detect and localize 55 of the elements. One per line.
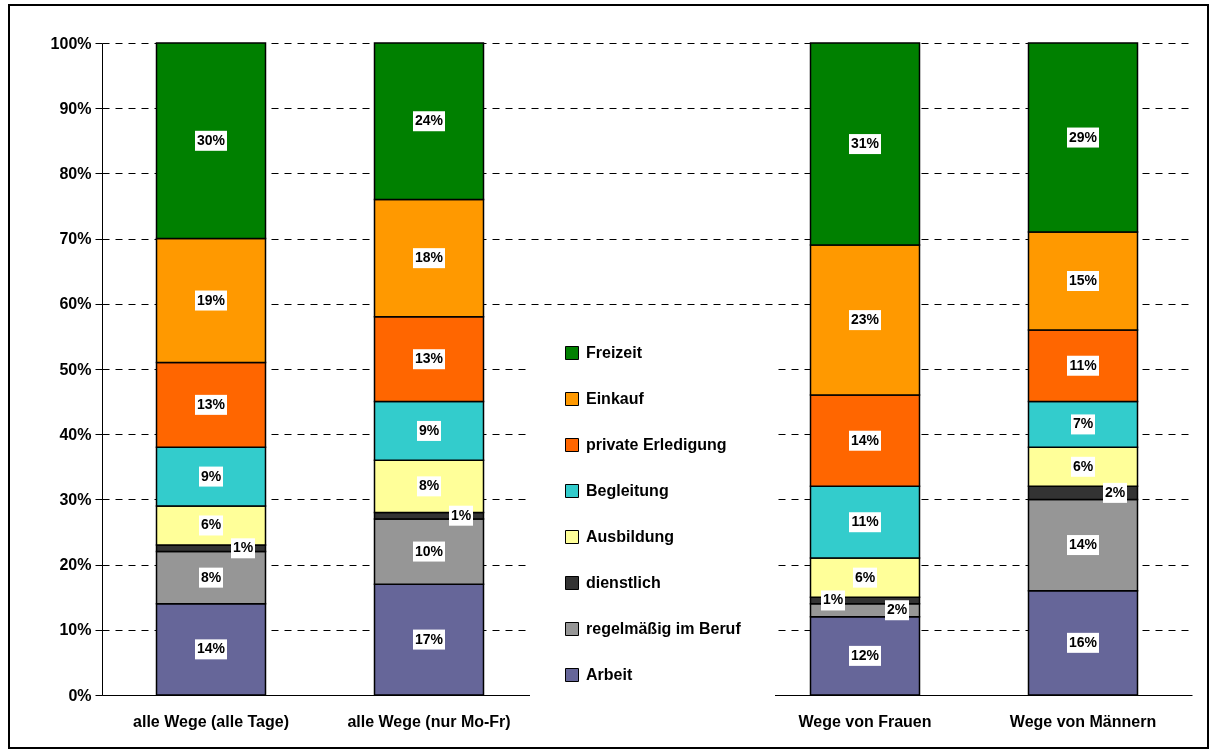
data-label: 17%: [414, 630, 444, 647]
y-tick-label: 70%: [59, 230, 92, 248]
data-label: 14%: [196, 640, 226, 657]
data-label: 18%: [414, 249, 444, 266]
y-tick-label: 10%: [59, 621, 92, 639]
data-label: 9%: [200, 467, 222, 484]
data-label: 15%: [1068, 271, 1098, 288]
data-label: 9%: [418, 421, 440, 438]
data-label: 1%: [822, 591, 844, 608]
y-tick-label: 100%: [50, 34, 92, 52]
data-label: 19%: [196, 291, 226, 308]
legend-label: Ausbildung: [586, 528, 674, 545]
x-tick-label: Wege von Frauen: [798, 712, 932, 730]
data-label: 31%: [850, 135, 880, 152]
data-label: 29%: [1068, 128, 1098, 145]
legend-label: regelmäßig im Beruf: [586, 620, 742, 637]
legend-label: Begleitung: [586, 482, 669, 499]
x-tick-label: Wege von Männern: [1009, 712, 1157, 730]
data-label: 1%: [232, 539, 254, 556]
data-label: 11%: [851, 513, 880, 530]
y-tick-label: 60%: [59, 295, 92, 313]
data-label: 14%: [1068, 536, 1098, 553]
legend-label: Einkauf: [586, 390, 645, 407]
data-label: 1%: [450, 506, 472, 523]
data-label: 8%: [200, 568, 222, 585]
x-tick-label: alle Wege (nur Mo-Fr): [347, 712, 511, 730]
data-label: 2%: [1104, 483, 1126, 500]
y-tick-label: 0%: [68, 686, 92, 704]
legend-label: Freizeit: [586, 344, 643, 361]
data-label: 11%: [1069, 356, 1098, 373]
data-label: 23%: [850, 311, 880, 328]
data-label: 8%: [418, 477, 440, 494]
data-label: 6%: [1072, 457, 1094, 474]
data-label: 14%: [850, 431, 880, 448]
data-label: 13%: [414, 350, 444, 367]
data-label: 2%: [886, 601, 908, 618]
data-label: 6%: [854, 568, 876, 585]
legend-label: private Erledigung: [586, 436, 727, 453]
legend-label: Arbeit: [586, 666, 633, 683]
data-label: 12%: [850, 646, 880, 663]
data-label: 7%: [1072, 415, 1094, 432]
data-label: 16%: [1068, 633, 1098, 650]
data-label: 10%: [414, 542, 444, 559]
y-tick-label: 50%: [59, 360, 92, 378]
data-label: 6%: [200, 516, 222, 533]
y-tick-label: 30%: [59, 490, 92, 508]
x-tick-label: alle Wege (alle Tage): [133, 712, 289, 730]
y-tick-label: 20%: [59, 556, 92, 574]
y-tick-label: 80%: [59, 164, 92, 182]
data-label: 13%: [196, 395, 226, 412]
legend-label: dienstlich: [586, 574, 661, 591]
y-tick-label: 90%: [59, 99, 92, 117]
y-tick-label: 40%: [59, 425, 92, 443]
data-label: 24%: [414, 112, 444, 129]
data-label: 30%: [196, 131, 226, 148]
